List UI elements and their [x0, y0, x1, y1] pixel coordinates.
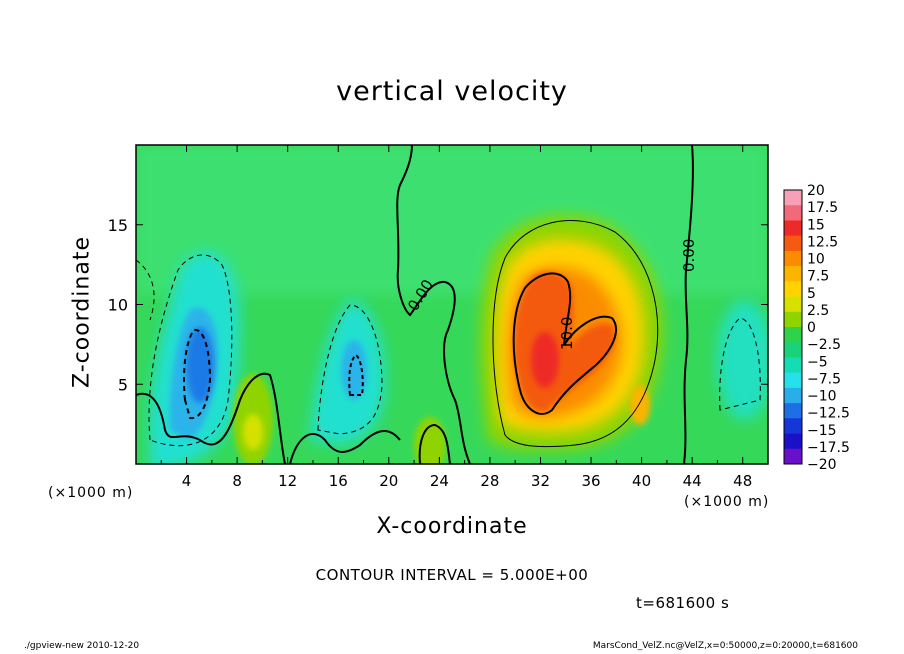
- colorbar-label: −7.5: [807, 371, 841, 387]
- colorbar-label: 5: [807, 286, 816, 302]
- colorbar-swatch: [784, 296, 802, 313]
- colorbar-frame: [783, 189, 803, 465]
- updraft-small-core: [243, 414, 263, 450]
- contour-label-zero-2: 0.00: [680, 239, 698, 272]
- downdraft-mid-core: [341, 340, 367, 400]
- y-tick-label: 10: [108, 296, 128, 315]
- contour-neg-mid: [317, 304, 383, 435]
- colorbar-label: 20: [807, 183, 825, 199]
- colorbar-swatch: [784, 357, 802, 373]
- x-tick-label: 32: [531, 472, 550, 490]
- downdraft-left-core: [186, 327, 214, 403]
- colorbar-label: 10: [807, 252, 825, 268]
- y-tick-label: 5: [118, 375, 128, 394]
- x-tick-label: 24: [430, 472, 449, 490]
- updraft-secondary: [630, 385, 650, 425]
- contour-neg-right: [719, 317, 761, 411]
- contour-zero-2: [289, 430, 401, 464]
- x-tick-label: 8: [232, 472, 242, 490]
- field-upper: [136, 145, 768, 295]
- colorbar-label: −10: [807, 389, 837, 405]
- footer-right: MarsCond_VelZ.nc@VelZ,x=0:50000,z=0:2000…: [592, 641, 858, 651]
- x-tick-label: 48: [733, 472, 752, 490]
- colorbar-swatch: [784, 387, 802, 404]
- downdraft-right: [717, 300, 768, 420]
- colorbar-swatch: [784, 205, 802, 221]
- colorbar-label: 17.5: [807, 200, 838, 216]
- colorbar-swatch: [784, 372, 802, 389]
- colorbar-label: −5: [807, 354, 828, 370]
- contour-neg-mid-core: [348, 353, 364, 396]
- velocity-field: [136, 145, 768, 464]
- contour-neg-edge: [136, 259, 155, 321]
- contour-zero-3: [396, 145, 471, 464]
- contour-lines: [136, 145, 761, 464]
- x-unit-left: (×1000 m): [48, 485, 133, 501]
- colorbar-label: 15: [807, 217, 825, 233]
- updraft-core: [531, 332, 559, 388]
- x-axis-label-text: X-coordinate: [376, 514, 528, 539]
- contour-zero-5: [683, 145, 694, 464]
- colorbar-label: −20: [807, 457, 837, 473]
- colorbar-label: 2.5: [807, 303, 829, 319]
- colorbar-label: −12.5: [807, 406, 850, 422]
- x-tick-label: 28: [480, 472, 499, 490]
- colorbar-label: 7.5: [807, 269, 829, 285]
- colorbar-swatch: [784, 266, 802, 282]
- colorbar-label: 0: [807, 320, 816, 336]
- contour-zero-4: [418, 423, 451, 464]
- colorbar-label: −2.5: [807, 337, 841, 353]
- x-tick-label: 20: [379, 472, 398, 490]
- colorbar-swatch: [784, 418, 802, 434]
- x-tick-label: 16: [329, 472, 348, 490]
- updraft-bottom-small: [414, 417, 446, 464]
- x-tick-label: 36: [581, 472, 600, 490]
- colorbar-swatch: [784, 327, 802, 343]
- y-tick-label: 15: [108, 216, 128, 235]
- colorbar-swatch: [784, 403, 802, 419]
- colorbar-swatch: [784, 235, 802, 252]
- y-ticks: 5 10 15: [108, 216, 768, 394]
- contour-ten: [512, 272, 617, 415]
- colorbar-label: −15: [807, 423, 837, 439]
- chart-title: vertical velocity: [336, 76, 568, 107]
- colorbar-swatch: [784, 220, 802, 236]
- contour-five: [492, 220, 659, 448]
- colorbar-swatch: [784, 281, 802, 297]
- time-stamp: t=681600 s: [636, 594, 730, 612]
- colorbar-swatch: [784, 342, 802, 358]
- colorbar-label: 12.5: [807, 234, 838, 250]
- colorbar-label: −17.5: [807, 440, 850, 456]
- colorbar-swatch: [784, 433, 802, 450]
- contour-label-ten: 10.0: [558, 317, 576, 350]
- x-axis-label: X-coordinate: [0, 514, 904, 539]
- x-ticks: 4 8 12 16 20 24 28 32 36 40 44 48: [160, 145, 752, 490]
- colorbar-swatch: [784, 190, 802, 206]
- contour-neg-left: [148, 254, 233, 447]
- footer-left: ./gpview-new 2010-12-20: [24, 641, 140, 651]
- colorbar-swatch: [784, 448, 802, 465]
- x-tick-label: 4: [182, 472, 192, 490]
- contour-neg-left-core: [183, 328, 212, 420]
- colorbar-swatch: [784, 250, 802, 267]
- x-tick-label: 40: [632, 472, 651, 490]
- colorbar-swatch: [784, 311, 802, 328]
- x-tick-label: 44: [683, 472, 702, 490]
- contour-zero-1: [136, 372, 286, 464]
- x-tick-label: 12: [278, 472, 297, 490]
- x-unit-right: (×1000 m): [684, 494, 769, 510]
- contour-interval: CONTOUR INTERVAL = 5.000E+00: [315, 566, 589, 584]
